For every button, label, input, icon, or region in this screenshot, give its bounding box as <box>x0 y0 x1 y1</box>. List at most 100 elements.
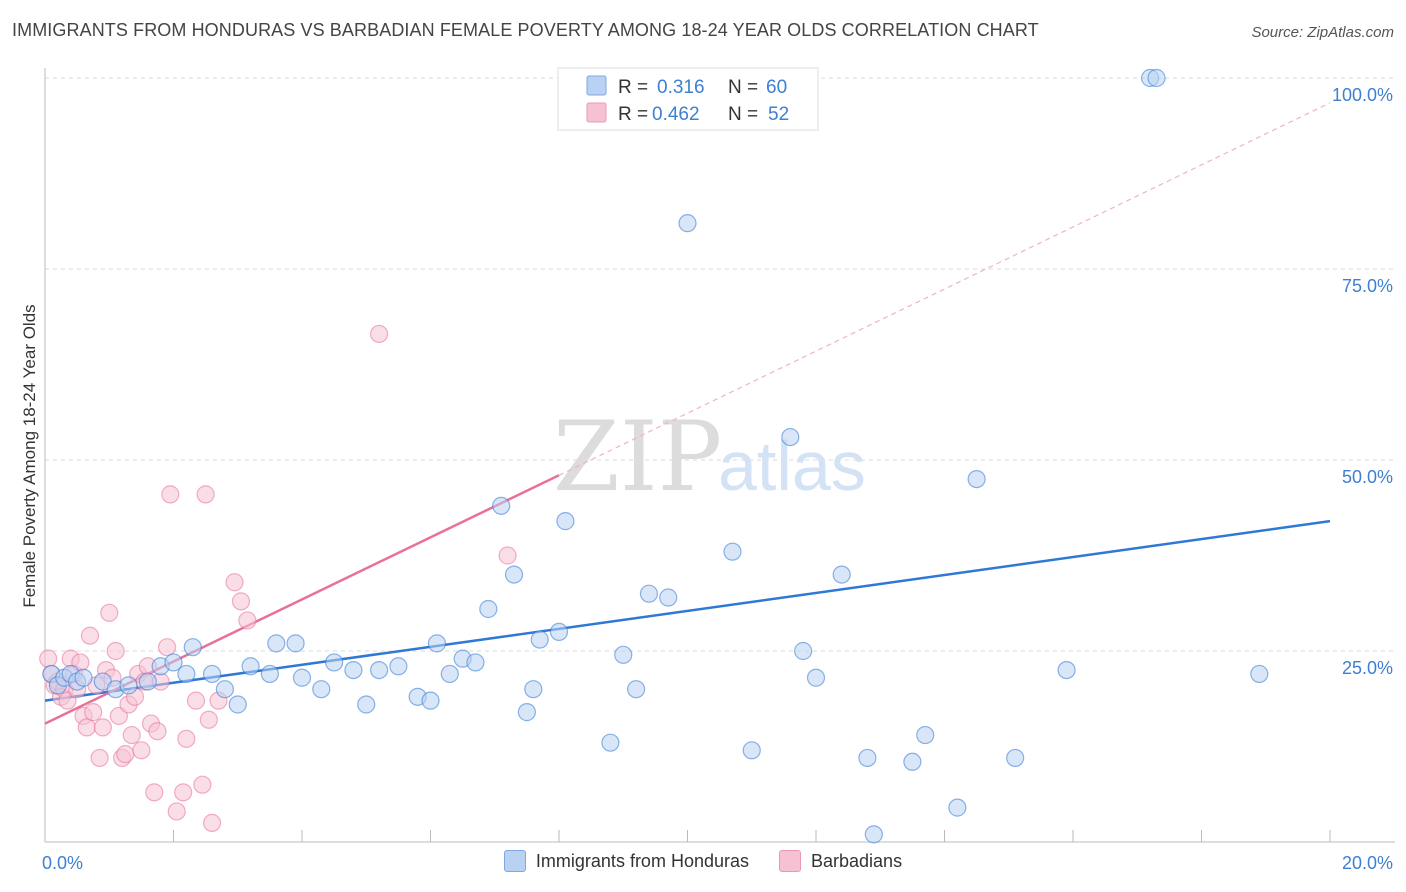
axes <box>44 68 1395 843</box>
point-barbadians <box>93 718 112 737</box>
point-barbadians <box>106 641 125 661</box>
point-barbadians <box>84 703 103 722</box>
point-honduras <box>556 512 575 531</box>
point-honduras <box>858 748 877 768</box>
point-barbadians <box>116 745 135 764</box>
point-honduras <box>601 733 620 752</box>
tick-labels: 25.0% 50.0% 75.0% 100.0% 0.0% 20.0% <box>42 85 1393 873</box>
legend-swatch-blue <box>586 75 607 96</box>
point-barbadians <box>132 741 151 760</box>
point-honduras <box>903 752 922 771</box>
point-honduras <box>781 427 800 447</box>
legend-r-label: R = <box>618 77 648 98</box>
point-honduras <box>794 641 813 661</box>
point-honduras <box>524 680 543 699</box>
legend-swatch-pink <box>586 102 607 123</box>
legend-bottom: Immigrants from Honduras Barbadians <box>0 850 1406 872</box>
point-honduras <box>916 725 935 745</box>
point-barbadians <box>498 546 517 565</box>
point-honduras <box>466 653 485 672</box>
point-honduras <box>504 565 524 584</box>
point-barbadians <box>157 638 177 657</box>
point-honduras <box>517 703 536 722</box>
point-honduras <box>241 657 260 676</box>
y-tick-label: 25.0% <box>1342 658 1393 678</box>
legend-n-label: N = <box>728 77 758 98</box>
point-honduras <box>864 825 883 844</box>
point-barbadians <box>167 802 186 821</box>
x-tick-label: 20.0% <box>1342 853 1393 873</box>
point-honduras <box>421 691 440 710</box>
point-barbadians <box>196 485 215 504</box>
point-barbadians <box>77 718 96 737</box>
point-barbadians <box>202 813 222 833</box>
point-barbadians <box>174 783 193 802</box>
point-barbadians <box>370 324 389 344</box>
point-honduras <box>183 638 202 657</box>
point-honduras <box>228 695 247 714</box>
point-honduras <box>202 664 222 684</box>
point-honduras <box>74 668 93 687</box>
legend-label: Barbadians <box>811 850 903 871</box>
point-honduras <box>177 664 196 684</box>
point-honduras <box>357 695 376 714</box>
point-honduras <box>292 668 312 687</box>
y-tick-label: 100.0% <box>1332 85 1393 105</box>
point-barbadians <box>122 725 141 745</box>
point-honduras <box>286 634 305 653</box>
point-honduras <box>948 798 967 817</box>
trend-lines <box>44 102 1331 725</box>
legend-item-honduras: Immigrants from Honduras <box>503 850 749 872</box>
point-barbadians <box>225 573 244 592</box>
point-barbadians <box>238 611 257 630</box>
point-barbadians <box>199 710 218 729</box>
legend-swatch-blue <box>503 850 526 872</box>
point-barbadians <box>186 691 206 710</box>
point-honduras <box>427 634 447 653</box>
point-honduras <box>1006 748 1025 768</box>
point-honduras <box>325 653 344 672</box>
point-barbadians <box>145 783 164 802</box>
point-honduras <box>1057 660 1076 680</box>
point-honduras <box>344 660 363 680</box>
point-honduras <box>267 634 286 653</box>
point-barbadians <box>90 748 109 768</box>
y-tick-label: 75.0% <box>1342 276 1393 296</box>
legend-r-value: 0.316 <box>657 77 705 98</box>
point-honduras <box>832 565 851 584</box>
legend-n-label: N = <box>728 104 758 125</box>
trend-line-barbadians-extension <box>558 102 1331 476</box>
point-honduras <box>723 542 742 561</box>
point-honduras <box>312 680 331 699</box>
point-honduras <box>549 622 569 642</box>
point-honduras <box>806 668 826 687</box>
legend-r-label: R = <box>618 104 648 125</box>
point-honduras <box>440 664 459 684</box>
point-honduras <box>215 680 234 699</box>
point-honduras <box>614 645 633 664</box>
point-barbadians <box>231 592 251 611</box>
point-honduras <box>639 584 659 603</box>
point-honduras <box>1147 68 1166 88</box>
point-honduras <box>260 664 279 684</box>
point-barbadians <box>148 722 167 741</box>
point-honduras <box>479 599 498 619</box>
point-barbadians <box>39 649 58 668</box>
watermark: ZIP atlas <box>553 401 866 513</box>
point-honduras <box>530 630 549 649</box>
gridlines <box>45 77 1395 652</box>
point-barbadians <box>100 603 119 622</box>
point-honduras <box>138 672 157 691</box>
legend-top: R = 0.316 N = 60 R = 0.462 N = 52 <box>557 67 819 131</box>
legend-n-value: 52 <box>768 104 789 125</box>
trend-line-honduras <box>44 519 1331 702</box>
point-honduras <box>626 680 646 699</box>
legend-n-value: 60 <box>766 77 787 98</box>
legend-label: Immigrants from Honduras <box>535 850 749 871</box>
point-honduras <box>1250 664 1269 684</box>
point-honduras <box>678 214 697 233</box>
y-tick-label: 50.0% <box>1342 467 1393 487</box>
point-barbadians <box>193 775 212 794</box>
legend-swatch-pink <box>779 850 801 872</box>
